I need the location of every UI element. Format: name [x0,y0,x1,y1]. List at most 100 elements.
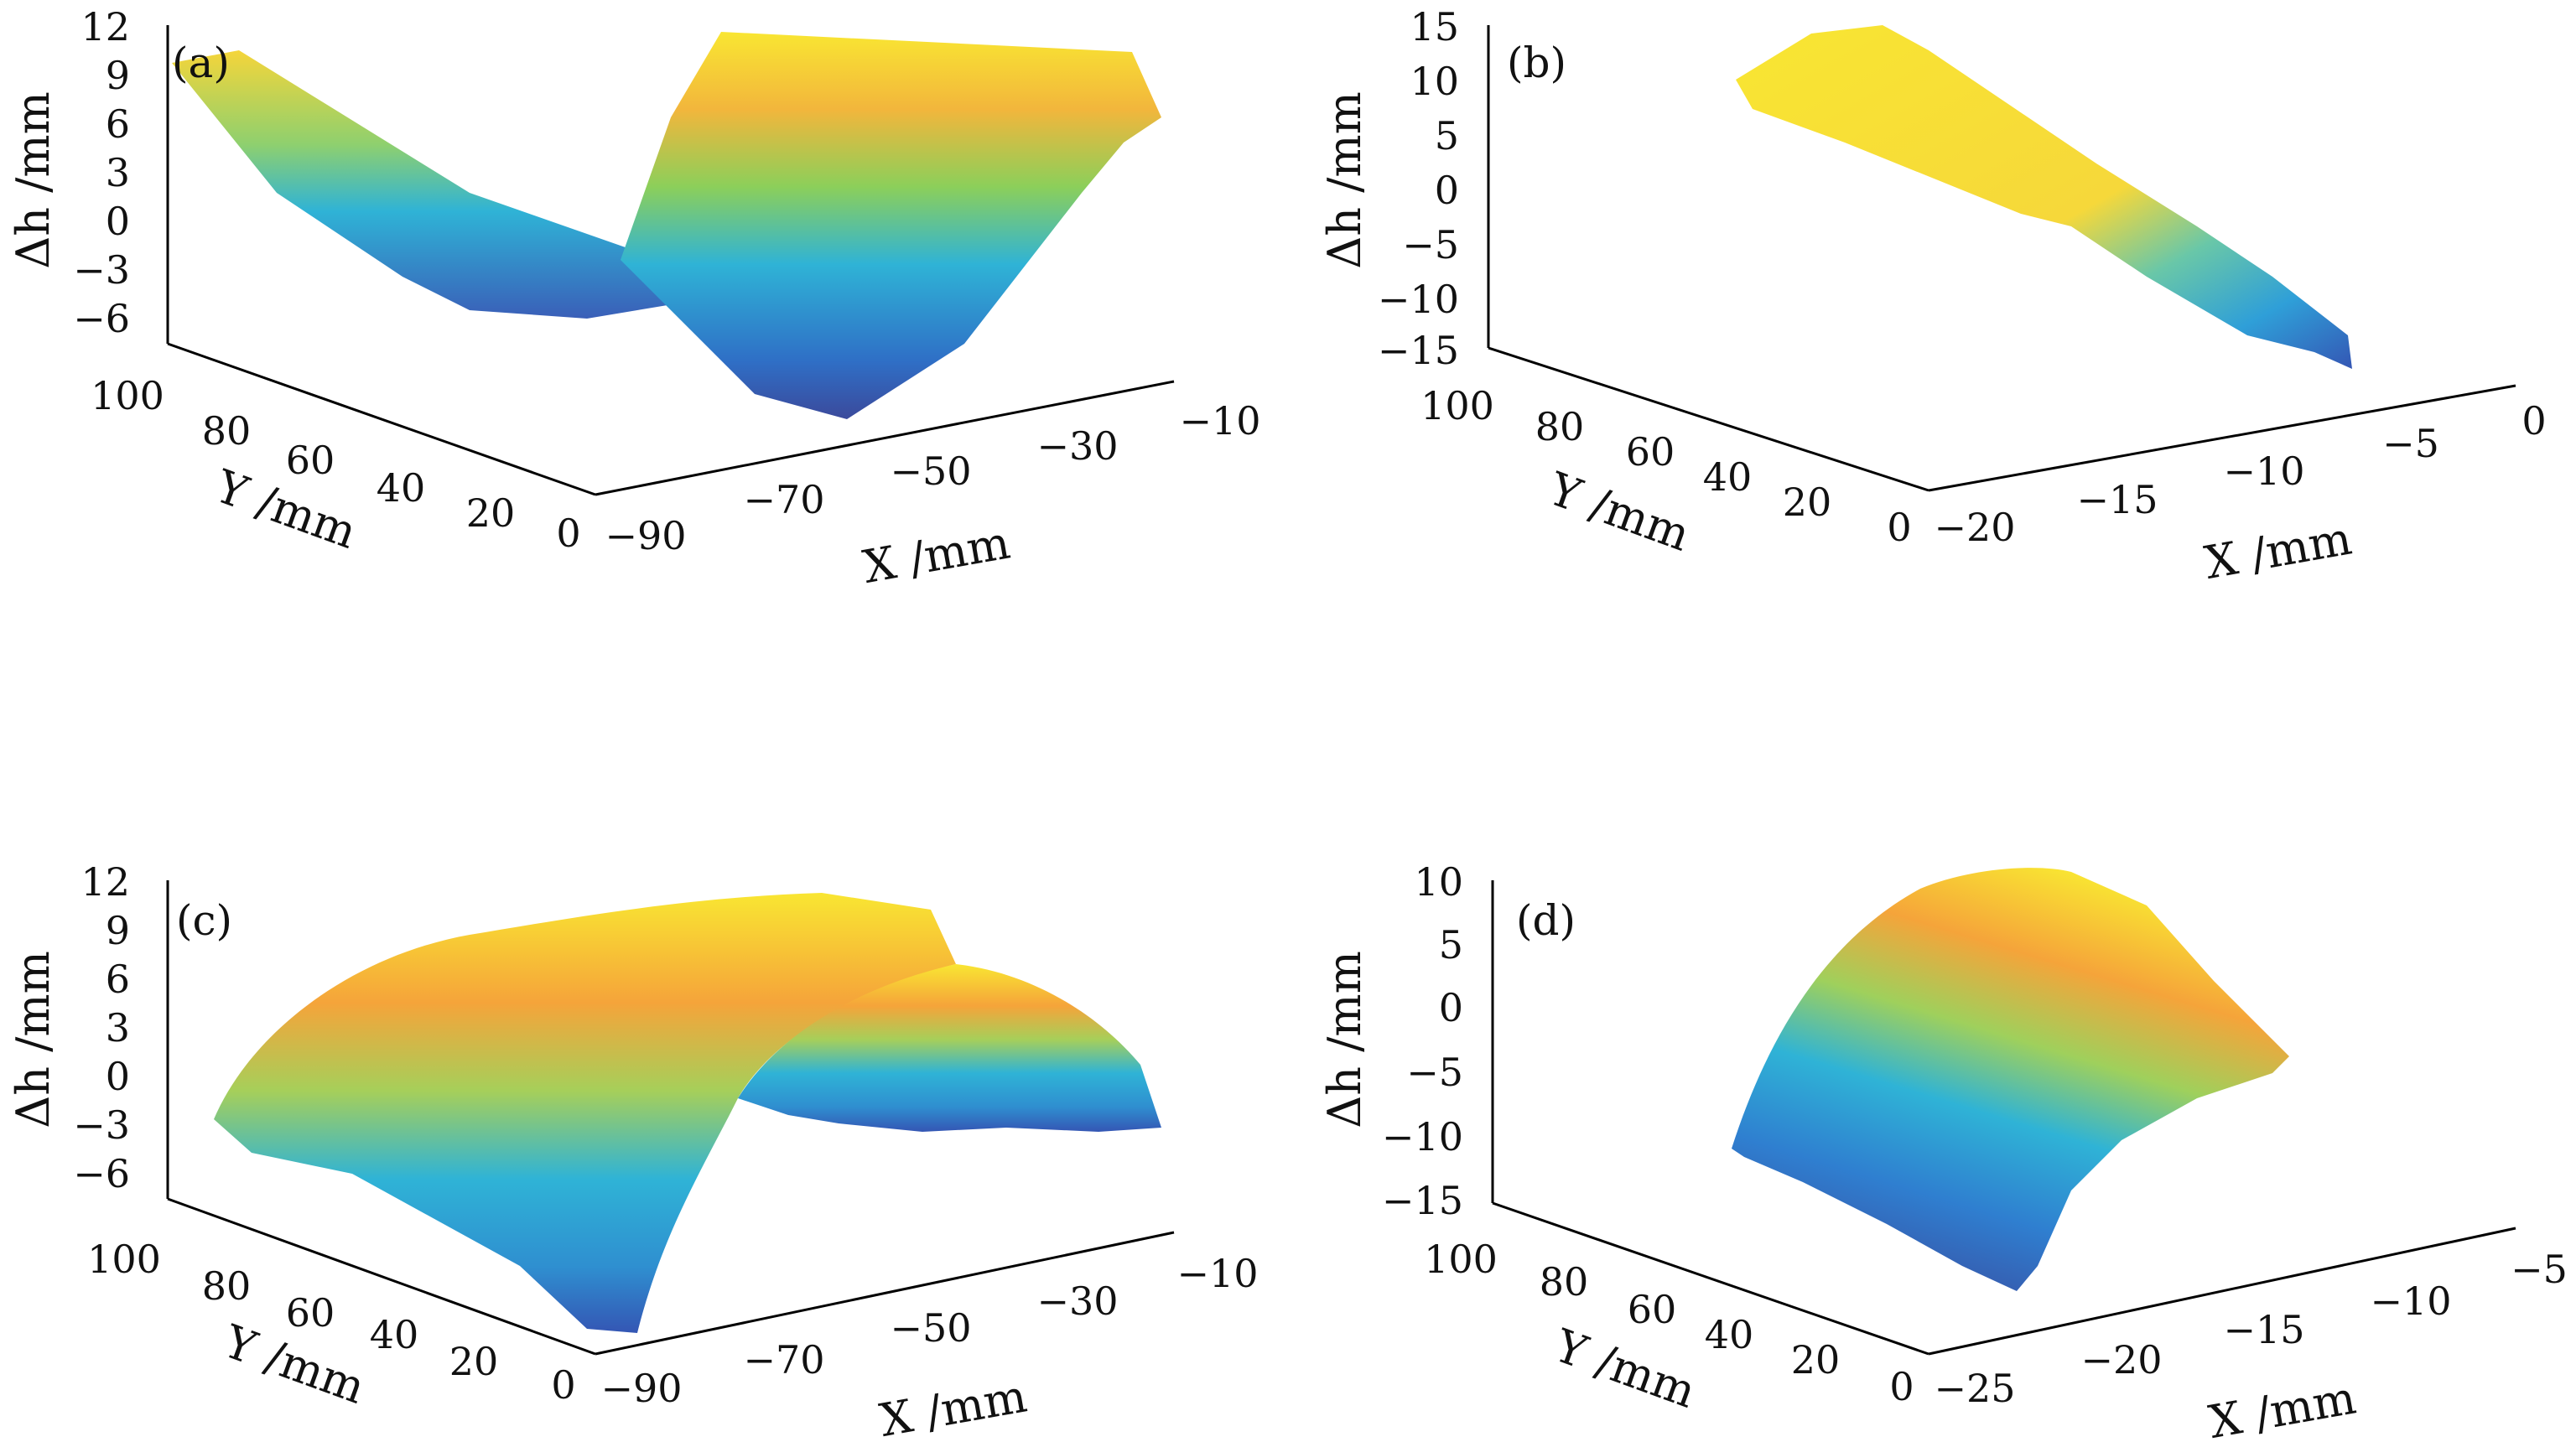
panel-c-surface-front [214,893,956,1333]
panel-c-x-tick: −10 [1176,1251,1258,1296]
panel-a-label: (a) [172,39,230,87]
panel-b-y-axis-line [1488,346,1929,492]
panel-d-y-tick: 0 [1889,1364,1914,1409]
panel-d-y-axis-label: Y /mm [1547,1319,1702,1419]
panel-b: 15 10 5 0 −5 −10 −15 100 80 60 40 20 0 −… [1318,4,2547,589]
panel-d-x-tick: −20 [2080,1337,2162,1382]
panel-c-x-tick: −30 [1036,1279,1118,1324]
panel-c-z-ticks: 12 9 6 3 0 −3 −6 [73,859,130,1196]
panel-d-z-axis-label: Δh /mm [1318,951,1371,1128]
panel-c-y-axis-line [167,1197,596,1356]
panel-b-x-axis-line [1928,384,2516,492]
panel-b-z-tick: −5 [1402,222,1459,267]
panel-b-z-tick: 0 [1435,168,1459,213]
panel-b-z-tick: 5 [1435,113,1459,158]
panel-a-y-tick: 60 [286,438,335,483]
panel-b-x-tick: 0 [2521,398,2546,443]
panel-a-z-tick: 9 [106,53,130,98]
panel-b-x-tick: −20 [1934,505,2015,550]
panel-b-y-tick: 100 [1420,383,1494,428]
panel-b-surface [1736,25,2352,369]
panel-c-y-tick: 0 [551,1362,575,1408]
panel-a-y-tick: 40 [377,465,426,511]
panel-d-y-tick: 80 [1540,1259,1589,1305]
panel-b-y-axis-label: Y /mm [1541,462,1696,562]
panel-c-x-axis-label: X /mm [876,1369,1031,1442]
panel-d-x-tick: −10 [2370,1279,2451,1324]
panel-b-surface-strip [1736,25,2352,369]
panel-d-z-tick: −10 [1382,1114,1463,1159]
panel-c-z-tick: 9 [106,908,130,953]
panel-d-z-tick: 0 [1439,985,1463,1030]
panel-d-x-tick: −25 [1934,1366,2015,1411]
panel-a-z-tick: 0 [106,199,130,244]
panel-d-z-ticks: 10 5 0 −5 −10 −15 [1382,859,1463,1223]
panel-a-axes [166,25,1175,496]
panel-d-y-tick: 40 [1705,1312,1754,1357]
panel-c-z-tick: 3 [106,1005,130,1050]
panel-a-z-tick: 12 [80,4,130,49]
panel-c-z-tick: −6 [73,1151,130,1196]
panel-b-x-tick: −5 [2382,421,2439,466]
panel-a-y-tick: 20 [466,490,516,536]
panel-a-x-tick: −10 [1179,398,1260,443]
panel-c-x-tick: −90 [600,1366,682,1411]
panel-a-y-axis-line [167,342,596,496]
panel-c-z-tick: −3 [73,1102,130,1148]
panel-a-y-tick: 100 [91,373,164,418]
panel-d-surface-arch [1732,868,2289,1291]
panel-a-z-tick: −6 [73,296,130,341]
panel-b-y-ticks: 100 80 60 40 20 0 [1420,383,1912,550]
panel-a-surface-right-wing [621,32,1161,419]
panel-d-x-tick: −15 [2223,1307,2304,1352]
panel-b-y-tick: 20 [1783,480,1832,525]
panel-a-x-axis-label: X /mm [860,516,1014,594]
panel-a-y-tick: 80 [202,408,252,454]
panel-c-x-tick: −70 [743,1337,824,1382]
panel-d-y-axis-line [1492,1201,1929,1356]
panel-b-label: (b) [1507,39,1566,87]
panel-a-z-tick: 6 [106,101,130,147]
panel-d-z-tick: −15 [1382,1178,1463,1223]
panel-b-x-tick: −15 [2076,477,2158,522]
panel-a-x-axis-line [595,380,1175,496]
panel-c-x-ticks: −90 −70 −50 −30 −10 [600,1251,1258,1411]
panel-a-y-tick: 0 [556,511,580,556]
panel-b-x-axis-label: X /mm [2201,511,2355,589]
panel-a-z-ticks: 12 9 6 3 0 −3 −6 [73,4,130,341]
panel-d-x-tick: −5 [2511,1247,2568,1292]
panel-c-y-ticks: 100 80 60 40 20 0 [87,1237,576,1408]
panel-c-y-tick: 20 [449,1339,499,1384]
panel-c-z-tick: 0 [106,1054,130,1099]
panel-b-z-tick: 10 [1410,59,1459,104]
panel-b-z-tick: −10 [1378,277,1459,322]
panel-d-y-ticks: 100 80 60 40 20 0 [1424,1237,1914,1409]
panel-d-z-tick: 10 [1414,859,1463,905]
panel-c-y-tick: 100 [87,1237,161,1282]
panel-d-y-tick: 20 [1791,1337,1841,1382]
panel-a-x-ticks: −90 −70 −50 −30 −10 [605,398,1260,558]
panel-b-y-tick: 80 [1535,404,1585,449]
panel-a-x-tick: −30 [1036,423,1118,469]
panel-d-x-axis-label: X /mm [2205,1371,2360,1442]
panel-b-x-tick: −10 [2223,449,2304,494]
panel-a-x-tick: −50 [890,449,971,494]
panel-b-z-tick: −15 [1378,328,1459,373]
panel-b-y-tick: 0 [1887,505,1911,550]
panel-a-x-tick: −70 [743,477,824,522]
panel-b-z-ticks: 15 10 5 0 −5 −10 −15 [1378,4,1459,373]
panel-a-y-ticks: 100 80 60 40 20 0 [91,373,581,556]
panel-d-label: (d) [1516,896,1576,945]
panel-c-surface-back [738,964,1161,1132]
panel-b-x-ticks: −20 −15 −10 −5 0 [1934,398,2546,550]
panel-c-y-tick: 40 [370,1312,419,1357]
panel-b-z-tick: 15 [1410,4,1459,49]
panel-d-axes [1491,880,2516,1356]
panel-d-x-axis-line [1928,1227,2516,1356]
panel-c-axes [166,880,1175,1356]
panel-d-y-tick: 60 [1628,1287,1677,1332]
panel-a-z-tick: 3 [106,150,130,195]
panel-a-surface-left-wing [172,50,688,319]
panel-d-surface [1732,868,2289,1291]
